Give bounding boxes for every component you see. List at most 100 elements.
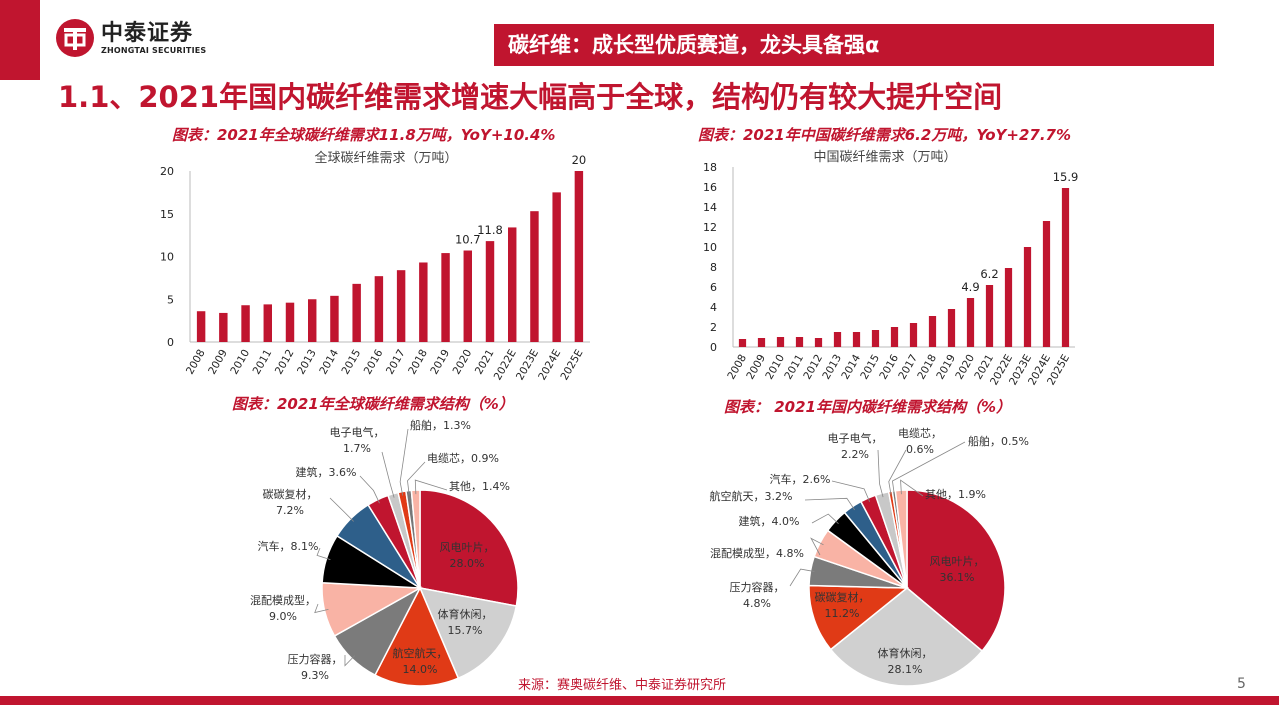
slice-label: 混配模成型，4.8% — [710, 546, 804, 560]
x-tick-label: 2020 — [451, 348, 475, 377]
slice-label: 风电叶片， — [440, 541, 495, 554]
slice-label: 压力容器， — [288, 652, 343, 666]
x-tick-label: 2009 — [206, 348, 230, 377]
data-label: 6.2 — [980, 267, 998, 281]
slice-label: 体育休闲， — [438, 607, 493, 621]
bar — [196, 311, 206, 342]
y-tick-label: 10 — [160, 251, 174, 264]
y-tick-label: 2 — [710, 321, 717, 334]
x-tick-label: 2025E — [558, 348, 585, 383]
x-tick-label: 2014 — [317, 347, 341, 376]
bar — [1042, 221, 1051, 347]
bar — [308, 299, 317, 342]
bar — [530, 211, 539, 342]
leader-line — [359, 475, 380, 504]
y-tick-label: 8 — [710, 261, 717, 274]
bar — [485, 241, 495, 342]
slice-label: 28.0% — [450, 557, 485, 570]
slice-label: 其他，1.9% — [925, 488, 986, 501]
bar — [463, 250, 472, 342]
global-bar-chart-title: 图表：2021年全球碳纤维需求11.8万吨，YoY+10.4% — [172, 126, 556, 144]
bar — [574, 171, 584, 342]
bar — [909, 323, 918, 347]
x-tick-label: 2015 — [340, 348, 364, 377]
logo-cn-text: 中泰证券 — [101, 20, 194, 46]
bar — [985, 285, 994, 347]
section-banner: 碳纤维：成长型优质赛道，龙头具备强α — [494, 24, 1214, 66]
pie-slice — [829, 587, 984, 687]
china-bar-chart-title: 图表：2021年中国碳纤维需求6.2万吨，YoY+27.7% — [698, 126, 1072, 144]
data-label: 11.8 — [477, 223, 503, 237]
leader-line — [329, 497, 354, 522]
leader-line — [789, 568, 815, 587]
pie-slice — [419, 489, 519, 607]
slice-label: 混配模成型， — [250, 593, 316, 607]
leader-line — [804, 497, 855, 511]
china-pie-chart-title: 图表： 2021年国内碳纤维需求结构（%） — [724, 398, 1012, 416]
y-tick-label: 20 — [160, 165, 174, 178]
x-tick-label: 2011 — [251, 348, 275, 377]
leader-line — [811, 513, 839, 524]
bar — [241, 305, 250, 342]
y-tick-label: 15 — [160, 208, 174, 221]
slice-label: 碳碳复材， — [815, 590, 870, 604]
pie-slice — [418, 587, 518, 680]
x-tick-label: 2013 — [295, 348, 319, 377]
x-tick-label: 2017 — [384, 348, 408, 377]
slice-label: 9.0% — [269, 610, 297, 623]
x-tick-label: 2016 — [362, 347, 386, 376]
x-tick-label: 2019 — [428, 348, 452, 377]
data-label: 10.7 — [455, 233, 481, 247]
leader-line — [810, 537, 824, 556]
page-headline: 1.1、2021年国内碳纤维需求增速大幅高于全球，结构仍有较大提升空间 — [58, 80, 1003, 114]
slice-label: 0.6% — [906, 443, 934, 456]
bar-chart-inner-title: 中国碳纤维需求（万吨） — [813, 150, 956, 165]
bar — [776, 337, 785, 347]
slice-label: 电缆芯，0.9% — [427, 451, 499, 465]
pie-slice — [808, 584, 910, 651]
slice-label: 航空航天， — [393, 646, 448, 660]
bar — [795, 337, 804, 347]
bar — [928, 316, 937, 347]
slice-label: 其他，1.4% — [449, 480, 510, 493]
y-tick-label: 16 — [703, 181, 717, 194]
bar — [738, 339, 747, 347]
leader-line — [892, 441, 966, 495]
slice-label: 汽车，2.6% — [770, 472, 831, 486]
bar-chart-inner-title: 全球碳纤维需求（万吨） — [314, 150, 457, 166]
y-tick-label: 0 — [710, 341, 717, 354]
slice-label: 4.8% — [743, 597, 771, 610]
logo-mark-icon — [56, 19, 94, 57]
y-tick-label: 0 — [167, 336, 174, 349]
x-tick-label: 2012 — [273, 348, 297, 377]
slice-label: 船舶，0.5% — [968, 434, 1029, 448]
bar — [814, 338, 823, 347]
slice-label: 船舶，1.3% — [410, 418, 471, 432]
leader-line — [888, 449, 907, 496]
bar — [1023, 247, 1032, 347]
bar — [508, 227, 517, 342]
slice-label: 建筑，4.0% — [739, 514, 800, 528]
data-label: 15.9 — [1053, 170, 1079, 184]
bar — [890, 327, 899, 347]
slice-label: 2.2% — [841, 448, 869, 461]
x-tick-label: 2008 — [184, 348, 208, 377]
slice-label: 11.2% — [825, 607, 860, 620]
bar — [219, 312, 228, 342]
x-tick-label: 2018 — [406, 348, 430, 377]
slice-label: 碳碳复材， — [263, 487, 318, 501]
bar — [285, 302, 295, 342]
slice-label: 7.2% — [276, 504, 304, 517]
slice-label: 15.7% — [448, 624, 483, 637]
slice-label: 风电叶片， — [930, 555, 985, 568]
slice-label: 电子电气， — [330, 425, 385, 439]
leader-line — [316, 547, 331, 560]
y-tick-label: 18 — [703, 161, 717, 174]
x-tick-label: 2010 — [228, 348, 252, 377]
leader-line — [900, 479, 924, 497]
logo-en-text: ZHONGTAI SECURITIES — [101, 45, 207, 55]
y-tick-label: 6 — [710, 281, 717, 294]
leader-line — [407, 461, 426, 495]
y-tick-label: 5 — [167, 293, 174, 306]
